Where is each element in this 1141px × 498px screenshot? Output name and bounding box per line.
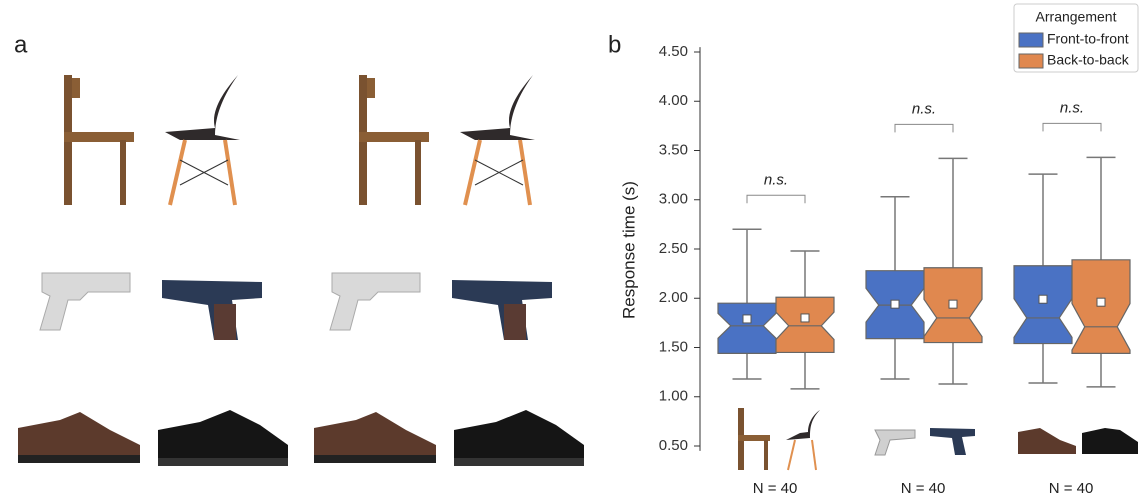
group-label: N = 40 <box>901 480 946 497</box>
annotation: n.s. <box>764 171 788 188</box>
box <box>1014 266 1072 344</box>
group-label: N = 40 <box>1049 480 1094 497</box>
mean-marker <box>743 315 751 323</box>
mean-marker <box>949 300 957 308</box>
mean-marker <box>801 314 809 322</box>
y-tick-label: 4.50 <box>659 43 688 60</box>
legend-title: Arrangement <box>1036 9 1117 25</box>
panel-label: b <box>608 31 621 58</box>
mean-marker <box>891 300 899 308</box>
y-tick-label: 4.00 <box>659 92 688 109</box>
legend-swatch <box>1019 33 1043 47</box>
gun-pair <box>40 273 262 340</box>
legend-label: Back-to-back <box>1047 52 1130 68</box>
group-icons <box>738 408 1138 470</box>
significance-bracket <box>895 124 953 132</box>
legend: Arrangement Front-to-front Back-to-back <box>1014 4 1138 72</box>
significance-bracket <box>1043 123 1101 131</box>
legend-label: Front-to-front <box>1047 31 1129 47</box>
y-tick-label: 1.00 <box>659 388 688 405</box>
mean-marker <box>1039 295 1047 303</box>
legend-swatch <box>1019 54 1043 68</box>
mean-marker <box>1097 298 1105 306</box>
y-tick-label: 1.50 <box>659 338 688 355</box>
y-tick-label: 2.00 <box>659 289 688 306</box>
chair-pair <box>64 75 240 205</box>
box <box>776 297 834 352</box>
y-tick-label: 0.50 <box>659 437 688 454</box>
y-tick-label: 3.00 <box>659 191 688 208</box>
shoe-pair <box>18 410 288 466</box>
y-tick-label: 2.50 <box>659 240 688 257</box>
box <box>718 303 776 353</box>
group-label: N = 40 <box>753 480 798 497</box>
y-axis-label: Response time (s) <box>619 181 638 319</box>
figure: a b 0.501.001.502.002. <box>0 0 1141 498</box>
annotation: n.s. <box>1060 99 1084 116</box>
significance-bracket <box>747 195 805 203</box>
annotation: n.s. <box>912 100 936 117</box>
y-tick-label: 3.50 <box>659 141 688 158</box>
stimuli-photos <box>18 75 584 466</box>
panel-label: a <box>14 31 28 58</box>
